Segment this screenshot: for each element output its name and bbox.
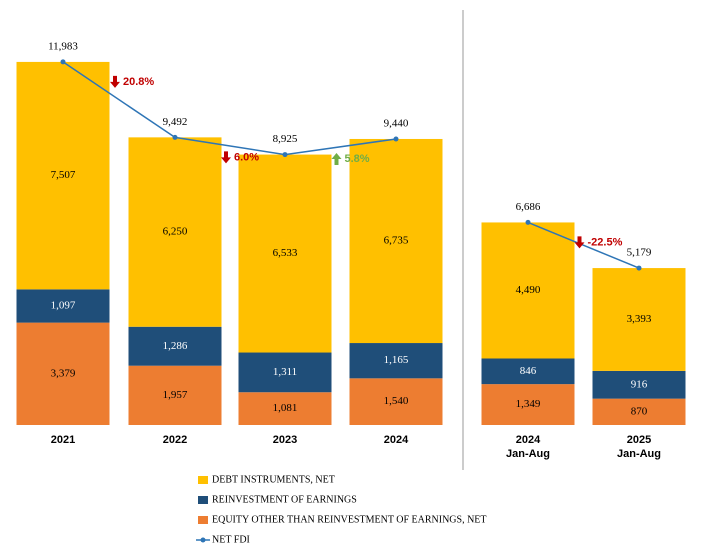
bar-segment [238,352,332,393]
data-label: 870 [631,405,648,417]
line-marker [172,134,178,140]
legend-swatch [198,516,208,524]
bar-segment [128,137,222,327]
change-annotation: 5.8% [345,153,370,165]
legend-swatch [198,496,208,504]
total-label: 9,440 [384,117,409,129]
bar-segment [349,343,443,379]
data-label: 6,250 [163,226,188,238]
line [527,221,640,269]
line-marker [525,219,531,225]
bar-segment [238,154,332,353]
change-annotation: -22.5% [588,236,623,248]
total-label: 5,179 [627,247,652,259]
bar-segment [349,138,443,344]
x-tick-label: 2024 [384,434,409,446]
change-arrow [574,236,585,249]
legend-swatch [198,476,208,484]
bar-segment [128,365,222,425]
line-marker [282,152,288,158]
change-arrow [221,151,231,164]
data-label: 916 [631,378,648,390]
line-marker [636,265,642,271]
data-label: 6,533 [273,247,298,259]
bar-segment [592,268,686,371]
x-tick-label: 2024 Jan-Aug [506,434,550,460]
x-tick-label: 2021 [51,434,75,446]
bar-segment [16,61,110,290]
data-label: 3,379 [51,367,76,379]
data-label: 1,081 [273,402,298,414]
data-label: 7,507 [51,169,76,181]
data-label: 4,490 [516,284,541,296]
bar-segment [481,384,575,425]
change-annotation: 6.0% [234,151,259,163]
total-label: 6,686 [516,201,541,213]
data-label: 3,393 [627,313,652,325]
data-label: 846 [520,365,537,377]
data-label: 1,286 [163,340,188,352]
bar-segment [128,326,222,366]
data-label: 1,097 [51,300,76,312]
data-label: 6,735 [384,235,409,247]
legend-marker [200,537,206,543]
bar-segment [16,289,110,323]
data-label: 1,349 [516,398,541,410]
total-label: 11,983 [48,40,78,52]
legend-label: DEBT INSTRUMENTS, NET [212,474,335,485]
change-annotation: 20.8% [123,76,154,88]
total-label: 9,492 [163,116,188,128]
bar-segment [592,370,686,399]
legend-label: NET FDI [212,534,250,545]
legend-label: EQUITY OTHER THAN REINVESTMENT OF EARNIN… [212,514,487,525]
line-marker [60,59,66,65]
data-label: 1,311 [273,366,297,378]
bar-segment [592,398,686,425]
bar-segment [481,222,575,359]
data-label: 1,165 [384,354,409,366]
change-arrow [110,75,120,88]
bar-segment [16,322,110,425]
total-label: 8,925 [273,133,298,145]
x-tick-label: 2023 [273,434,297,446]
data-label: 1,540 [384,395,409,407]
bar-segment [349,378,443,425]
x-tick-label: 2022 [163,434,187,446]
x-tick-label: 2025 Jan-Aug [617,434,661,460]
bar-segment [481,358,575,385]
line [62,61,397,156]
line-marker [393,136,399,142]
legend-label: REINVESTMENT OF EARNINGS [212,494,357,505]
change-arrow [331,152,342,165]
bar-segment [238,392,332,425]
data-label: 1,957 [163,389,188,401]
